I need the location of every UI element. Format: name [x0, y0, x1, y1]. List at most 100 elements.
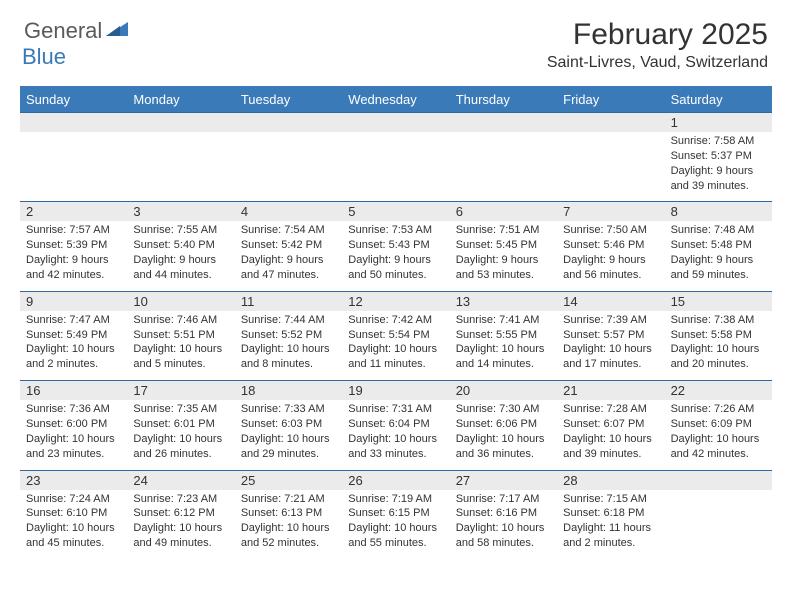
sunrise: Sunrise: 7:31 AM [348, 402, 443, 417]
sunrise: Sunrise: 7:51 AM [456, 223, 551, 238]
day-cell: Sunrise: 7:30 AMSunset: 6:06 PMDaylight:… [450, 400, 557, 469]
daynum-cell [127, 113, 234, 132]
sunrise: Sunrise: 7:19 AM [348, 492, 443, 507]
daylight: Daylight: 9 hours and 50 minutes. [348, 253, 443, 283]
content-band: Sunrise: 7:36 AMSunset: 6:00 PMDaylight:… [20, 400, 772, 469]
day-cell: Sunrise: 7:23 AMSunset: 6:12 PMDaylight:… [127, 490, 234, 559]
sunset: Sunset: 5:46 PM [563, 238, 658, 253]
sunset: Sunset: 6:03 PM [241, 417, 336, 432]
sunset: Sunset: 5:58 PM [671, 328, 766, 343]
sunrise: Sunrise: 7:55 AM [133, 223, 228, 238]
day-cell: Sunrise: 7:54 AMSunset: 5:42 PMDaylight:… [235, 221, 342, 290]
daynum-band: 2345678 [20, 201, 772, 221]
sunset: Sunset: 5:37 PM [671, 149, 766, 164]
daylight: Daylight: 9 hours and 47 minutes. [241, 253, 336, 283]
weekday-sun: Sunday [20, 88, 127, 112]
daylight: Daylight: 10 hours and 36 minutes. [456, 432, 551, 462]
weekday-fri: Friday [557, 88, 664, 112]
daynum-cell: 22 [665, 381, 772, 400]
header: General February 2025 Saint-Livres, Vaud… [0, 0, 792, 78]
content-band: Sunrise: 7:47 AMSunset: 5:49 PMDaylight:… [20, 311, 772, 380]
daylight: Daylight: 10 hours and 8 minutes. [241, 342, 336, 372]
sunrise: Sunrise: 7:42 AM [348, 313, 443, 328]
daynum-cell: 27 [450, 471, 557, 490]
daynum-cell [450, 113, 557, 132]
daylight: Daylight: 9 hours and 44 minutes. [133, 253, 228, 283]
sunset: Sunset: 6:13 PM [241, 506, 336, 521]
daylight: Daylight: 11 hours and 2 minutes. [563, 521, 658, 551]
sunrise: Sunrise: 7:58 AM [671, 134, 766, 149]
daylight: Daylight: 10 hours and 49 minutes. [133, 521, 228, 551]
sunset: Sunset: 5:45 PM [456, 238, 551, 253]
sunrise: Sunrise: 7:48 AM [671, 223, 766, 238]
sunrise: Sunrise: 7:44 AM [241, 313, 336, 328]
sunset: Sunset: 5:54 PM [348, 328, 443, 343]
sunrise: Sunrise: 7:53 AM [348, 223, 443, 238]
daylight: Daylight: 9 hours and 59 minutes. [671, 253, 766, 283]
content-band: Sunrise: 7:57 AMSunset: 5:39 PMDaylight:… [20, 221, 772, 290]
daynum-cell: 28 [557, 471, 664, 490]
daynum-cell: 25 [235, 471, 342, 490]
sunset: Sunset: 5:57 PM [563, 328, 658, 343]
daylight: Daylight: 10 hours and 45 minutes. [26, 521, 121, 551]
day-cell: Sunrise: 7:42 AMSunset: 5:54 PMDaylight:… [342, 311, 449, 380]
day-cell: Sunrise: 7:47 AMSunset: 5:49 PMDaylight:… [20, 311, 127, 380]
daylight: Daylight: 10 hours and 11 minutes. [348, 342, 443, 372]
daynum-cell: 8 [665, 202, 772, 221]
daylight: Daylight: 9 hours and 53 minutes. [456, 253, 551, 283]
daylight: Daylight: 10 hours and 26 minutes. [133, 432, 228, 462]
day-cell: Sunrise: 7:21 AMSunset: 6:13 PMDaylight:… [235, 490, 342, 559]
sunset: Sunset: 6:06 PM [456, 417, 551, 432]
sunrise: Sunrise: 7:26 AM [671, 402, 766, 417]
daylight: Daylight: 10 hours and 2 minutes. [26, 342, 121, 372]
sunset: Sunset: 5:49 PM [26, 328, 121, 343]
sunrise: Sunrise: 7:47 AM [26, 313, 121, 328]
daylight: Daylight: 10 hours and 55 minutes. [348, 521, 443, 551]
day-cell: Sunrise: 7:15 AMSunset: 6:18 PMDaylight:… [557, 490, 664, 559]
day-cell [557, 132, 664, 201]
sunset: Sunset: 5:40 PM [133, 238, 228, 253]
sunrise: Sunrise: 7:57 AM [26, 223, 121, 238]
content-band: Sunrise: 7:24 AMSunset: 6:10 PMDaylight:… [20, 490, 772, 559]
day-cell [235, 132, 342, 201]
day-cell: Sunrise: 7:17 AMSunset: 6:16 PMDaylight:… [450, 490, 557, 559]
logo-blue: Blue [22, 44, 66, 69]
daynum-cell: 1 [665, 113, 772, 132]
daynum-band: 16171819202122 [20, 380, 772, 400]
daylight: Daylight: 10 hours and 33 minutes. [348, 432, 443, 462]
daynum-cell [665, 471, 772, 490]
day-cell: Sunrise: 7:26 AMSunset: 6:09 PMDaylight:… [665, 400, 772, 469]
sunrise: Sunrise: 7:28 AM [563, 402, 658, 417]
daynum-cell: 3 [127, 202, 234, 221]
daylight: Daylight: 10 hours and 29 minutes. [241, 432, 336, 462]
day-cell: Sunrise: 7:33 AMSunset: 6:03 PMDaylight:… [235, 400, 342, 469]
daynum-cell: 6 [450, 202, 557, 221]
day-cell: Sunrise: 7:57 AMSunset: 5:39 PMDaylight:… [20, 221, 127, 290]
daynum-cell [20, 113, 127, 132]
daylight: Daylight: 10 hours and 5 minutes. [133, 342, 228, 372]
daynum-band: 1 [20, 112, 772, 132]
sunset: Sunset: 6:18 PM [563, 506, 658, 521]
sunrise: Sunrise: 7:54 AM [241, 223, 336, 238]
sunset: Sunset: 6:00 PM [26, 417, 121, 432]
sunset: Sunset: 5:43 PM [348, 238, 443, 253]
sunrise: Sunrise: 7:38 AM [671, 313, 766, 328]
sunrise: Sunrise: 7:35 AM [133, 402, 228, 417]
daynum-cell: 18 [235, 381, 342, 400]
day-cell: Sunrise: 7:55 AMSunset: 5:40 PMDaylight:… [127, 221, 234, 290]
daynum-cell: 15 [665, 292, 772, 311]
day-cell: Sunrise: 7:35 AMSunset: 6:01 PMDaylight:… [127, 400, 234, 469]
daynum-cell: 12 [342, 292, 449, 311]
sunrise: Sunrise: 7:39 AM [563, 313, 658, 328]
sunrise: Sunrise: 7:17 AM [456, 492, 551, 507]
day-cell [20, 132, 127, 201]
daylight: Daylight: 10 hours and 52 minutes. [241, 521, 336, 551]
day-cell [127, 132, 234, 201]
logo-general: General [24, 18, 102, 44]
daylight: Daylight: 10 hours and 20 minutes. [671, 342, 766, 372]
daynum-band: 232425262728 [20, 470, 772, 490]
daynum-cell: 13 [450, 292, 557, 311]
daynum-cell: 20 [450, 381, 557, 400]
day-cell: Sunrise: 7:38 AMSunset: 5:58 PMDaylight:… [665, 311, 772, 380]
sunrise: Sunrise: 7:46 AM [133, 313, 228, 328]
